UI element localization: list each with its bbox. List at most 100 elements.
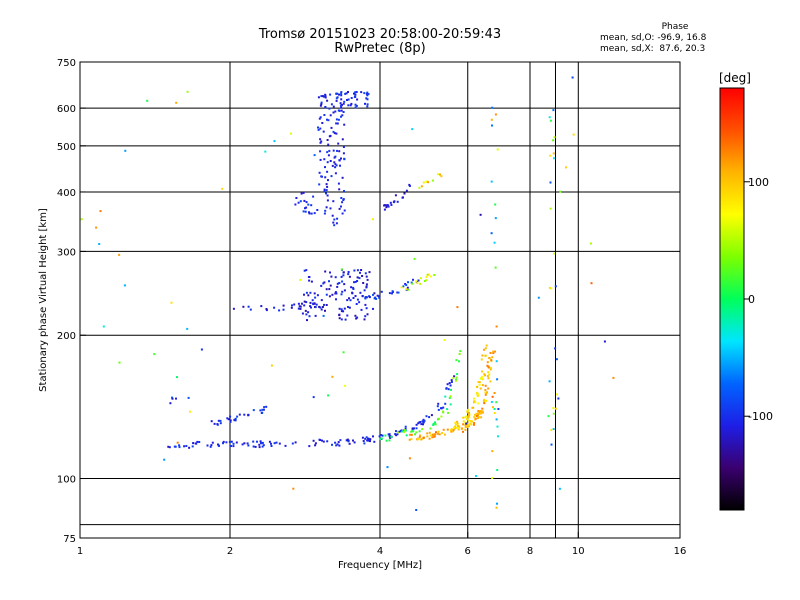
echo-point bbox=[335, 222, 338, 225]
echo-point bbox=[264, 150, 267, 153]
echo-point bbox=[550, 287, 553, 290]
echo-point bbox=[443, 339, 446, 341]
echo-point bbox=[390, 203, 393, 206]
echo-point bbox=[548, 380, 551, 383]
echo-point bbox=[353, 92, 355, 95]
echo-point bbox=[340, 310, 343, 313]
echo-point bbox=[252, 445, 255, 448]
echo-point bbox=[284, 444, 287, 447]
echo-point bbox=[475, 475, 477, 477]
echo-point bbox=[336, 282, 339, 285]
echo-point bbox=[476, 393, 479, 396]
echo-point bbox=[466, 416, 469, 418]
echo-point bbox=[336, 122, 339, 125]
echo-point bbox=[340, 197, 343, 199]
echo-point bbox=[335, 92, 338, 95]
echo-point bbox=[334, 276, 337, 279]
echo-point bbox=[361, 275, 364, 277]
echo-point bbox=[313, 212, 316, 215]
echo-point bbox=[308, 445, 311, 448]
echo-point bbox=[389, 436, 392, 439]
echo-point bbox=[396, 433, 399, 436]
echo-point bbox=[365, 307, 368, 310]
echo-point bbox=[422, 423, 424, 426]
echo-point bbox=[290, 132, 292, 135]
echo-point bbox=[552, 428, 555, 430]
echo-point bbox=[310, 280, 313, 283]
echo-point bbox=[373, 440, 376, 443]
echo-point bbox=[324, 309, 326, 312]
echo-point bbox=[325, 183, 328, 186]
echo-point bbox=[440, 175, 443, 178]
echo-point bbox=[334, 172, 337, 175]
echo-point bbox=[327, 143, 330, 146]
echo-point bbox=[346, 438, 349, 441]
echo-point bbox=[294, 203, 297, 206]
echo-point bbox=[312, 396, 315, 399]
echo-point bbox=[261, 445, 264, 448]
echo-point bbox=[338, 150, 341, 153]
echo-point bbox=[496, 148, 499, 151]
echo-point bbox=[446, 383, 449, 386]
y-axis-label: Stationary phase Virtual Height [km] bbox=[38, 208, 49, 392]
echo-point bbox=[336, 92, 339, 95]
echo-point bbox=[464, 428, 467, 431]
echo-point bbox=[404, 425, 407, 428]
echo-point bbox=[366, 103, 369, 106]
colorbar-tick-label: 0 bbox=[748, 293, 755, 306]
echo-point bbox=[468, 414, 470, 417]
echo-point bbox=[186, 90, 189, 93]
echo-point bbox=[549, 207, 552, 210]
echo-point bbox=[329, 93, 332, 96]
echo-point bbox=[365, 285, 368, 288]
echo-point bbox=[340, 268, 343, 271]
echo-point bbox=[449, 384, 452, 387]
echo-point bbox=[466, 410, 469, 413]
echo-point bbox=[340, 157, 342, 160]
echo-point bbox=[325, 206, 328, 209]
echo-point bbox=[354, 314, 357, 317]
echo-point bbox=[590, 242, 592, 245]
echo-point bbox=[384, 434, 387, 437]
echo-point bbox=[365, 92, 368, 95]
echo-point bbox=[405, 288, 408, 291]
echo-point bbox=[326, 194, 329, 197]
echo-point bbox=[349, 299, 352, 302]
echo-point bbox=[313, 154, 316, 157]
echo-point bbox=[481, 354, 484, 357]
echo-point bbox=[400, 429, 403, 432]
echo-point bbox=[489, 380, 492, 383]
echo-point bbox=[236, 415, 239, 418]
echo-point bbox=[407, 281, 409, 284]
echo-point bbox=[347, 91, 349, 93]
echo-point bbox=[278, 442, 281, 445]
echo-point bbox=[449, 403, 452, 406]
echo-point bbox=[194, 442, 197, 445]
echo-point bbox=[351, 291, 354, 294]
echo-point bbox=[324, 166, 326, 169]
echo-point bbox=[305, 269, 308, 272]
echo-point bbox=[308, 212, 311, 215]
echo-point bbox=[403, 429, 406, 431]
echo-point bbox=[394, 194, 397, 197]
echo-point bbox=[249, 308, 252, 311]
echo-point bbox=[335, 132, 338, 135]
echo-point bbox=[488, 357, 491, 359]
echo-point bbox=[297, 302, 300, 305]
echo-point bbox=[342, 152, 345, 155]
echo-point bbox=[552, 152, 555, 155]
echo-point bbox=[465, 415, 468, 418]
echo-point bbox=[425, 279, 428, 282]
echo-point bbox=[326, 440, 329, 443]
echo-point bbox=[383, 208, 386, 211]
echo-point bbox=[227, 418, 230, 421]
echo-point bbox=[334, 110, 337, 113]
echo-point bbox=[481, 370, 483, 373]
echo-point bbox=[552, 109, 555, 112]
echo-point bbox=[484, 384, 487, 387]
echo-point bbox=[329, 160, 332, 162]
echo-point bbox=[411, 282, 414, 285]
echo-point bbox=[299, 200, 302, 203]
echo-point bbox=[340, 275, 343, 278]
echo-point bbox=[473, 400, 476, 403]
